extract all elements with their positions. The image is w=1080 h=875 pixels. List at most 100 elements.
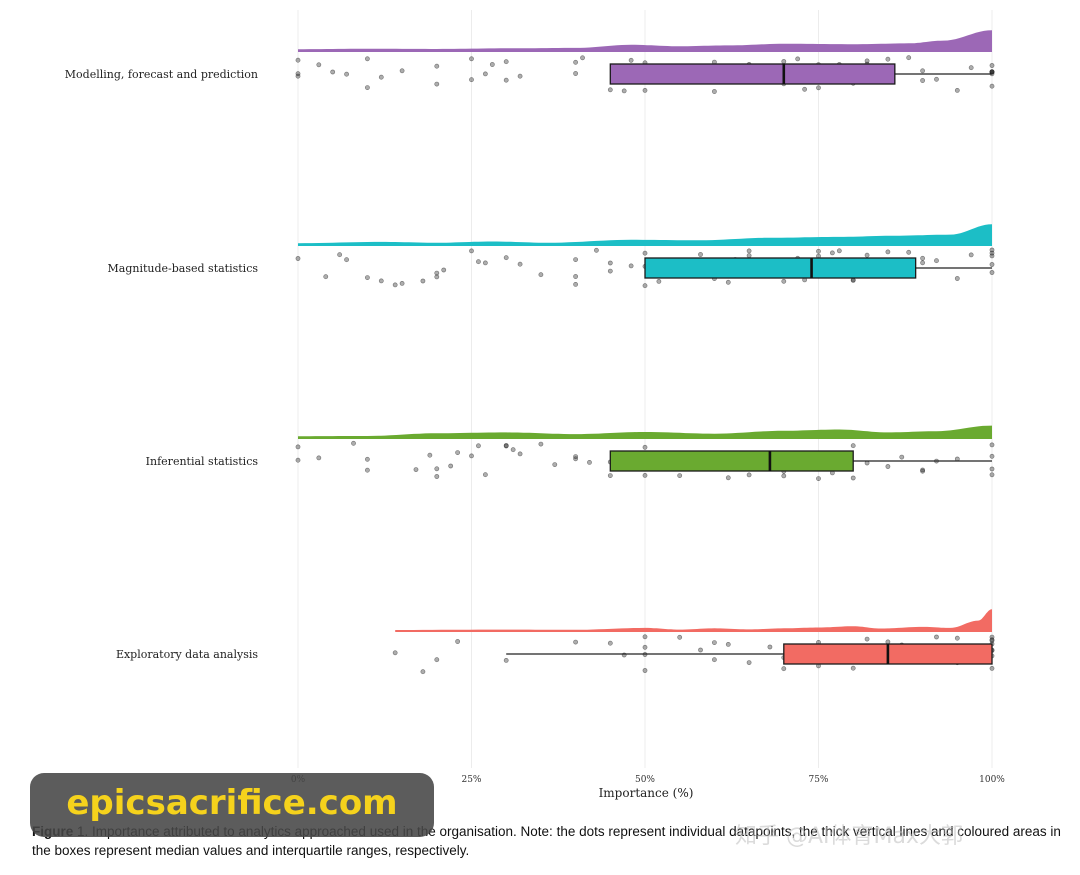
data-point xyxy=(989,666,995,671)
data-point xyxy=(920,68,925,74)
data-point xyxy=(989,466,995,472)
data-point xyxy=(323,274,329,280)
data-point xyxy=(677,634,683,640)
zhihu-watermark: 知乎 @AI体育Max大郭 xyxy=(735,824,964,849)
data-point xyxy=(816,85,821,91)
data-point xyxy=(781,59,787,64)
data-point xyxy=(503,59,509,65)
data-point xyxy=(885,464,891,469)
data-point xyxy=(628,57,634,63)
data-point xyxy=(712,89,717,94)
data-point xyxy=(642,472,648,478)
data-point xyxy=(899,454,905,460)
data-point xyxy=(434,270,440,276)
data-point xyxy=(642,283,648,289)
density-cloud-magnitude-based-statistics xyxy=(298,224,992,246)
data-point xyxy=(781,278,787,284)
data-point xyxy=(954,276,960,281)
data-point xyxy=(399,68,405,74)
data-point xyxy=(580,55,585,61)
data-point xyxy=(642,250,648,256)
data-point xyxy=(864,252,870,258)
data-point xyxy=(642,668,648,673)
data-point xyxy=(316,62,322,68)
data-point xyxy=(469,248,474,254)
data-point xyxy=(434,474,440,479)
data-point xyxy=(364,85,370,90)
data-point xyxy=(954,88,960,93)
data-point xyxy=(989,250,995,256)
data-point xyxy=(455,450,461,455)
data-point xyxy=(850,665,856,671)
vertical-gridlines xyxy=(297,10,993,768)
data-point xyxy=(934,634,939,640)
data-point xyxy=(989,442,995,448)
data-point xyxy=(989,69,995,75)
data-point xyxy=(712,657,717,663)
data-point xyxy=(420,669,426,675)
data-point xyxy=(725,279,731,285)
data-point xyxy=(989,63,995,68)
data-point xyxy=(920,260,925,266)
data-point xyxy=(295,457,301,463)
data-point xyxy=(829,250,835,256)
data-point xyxy=(642,644,648,650)
x-tick-label-75: 75% xyxy=(808,775,828,785)
data-point xyxy=(989,262,995,267)
data-point xyxy=(989,83,995,89)
data-point xyxy=(344,257,349,263)
data-point xyxy=(816,476,821,481)
data-point xyxy=(503,255,509,261)
data-point xyxy=(295,444,301,450)
data-point xyxy=(344,71,349,77)
x-tick-label-100: 100% xyxy=(979,775,1005,785)
data-point xyxy=(836,248,842,254)
data-point xyxy=(989,634,995,640)
data-point xyxy=(781,666,787,672)
data-point xyxy=(469,56,474,62)
data-point xyxy=(364,467,370,473)
data-point xyxy=(989,472,995,478)
data-point xyxy=(573,257,578,262)
data-point xyxy=(746,253,752,258)
data-point xyxy=(364,456,370,462)
category-label-inferential-statistics: Inferential statistics xyxy=(146,455,259,468)
data-point xyxy=(295,256,301,261)
data-point xyxy=(746,660,752,665)
data-point xyxy=(364,56,370,62)
data-point xyxy=(587,459,592,465)
data-point xyxy=(552,462,558,467)
iqr-box-inferential-statistics xyxy=(609,450,854,472)
data-point xyxy=(316,455,322,461)
iqr-box-modelling-forecast-and-prediction xyxy=(609,63,896,85)
data-point xyxy=(642,444,648,450)
data-point xyxy=(725,475,731,481)
data-point xyxy=(538,272,544,278)
data-point xyxy=(469,77,474,83)
density-cloud-modelling-forecast-and-prediction xyxy=(298,30,992,52)
data-point xyxy=(482,71,488,77)
data-point xyxy=(399,280,405,286)
data-point xyxy=(573,454,578,459)
density-cloud-exploratory-data-analysis xyxy=(395,609,992,632)
x-tick-label-25: 25% xyxy=(461,775,481,785)
density-cloud-inferential-statistics xyxy=(298,425,992,439)
data-point xyxy=(434,657,440,663)
data-point xyxy=(989,638,995,643)
data-point xyxy=(482,472,488,478)
data-point xyxy=(503,658,509,663)
data-point xyxy=(476,443,481,449)
data-point xyxy=(816,248,821,254)
data-point xyxy=(607,640,613,646)
data-point xyxy=(725,642,731,647)
data-point xyxy=(746,472,752,478)
data-point xyxy=(968,65,974,71)
box-plots xyxy=(506,63,993,665)
data-point xyxy=(677,473,683,478)
data-point xyxy=(573,639,578,645)
data-point xyxy=(781,473,787,479)
data-point xyxy=(434,63,440,69)
data-point xyxy=(954,635,960,641)
data-point xyxy=(378,278,384,284)
